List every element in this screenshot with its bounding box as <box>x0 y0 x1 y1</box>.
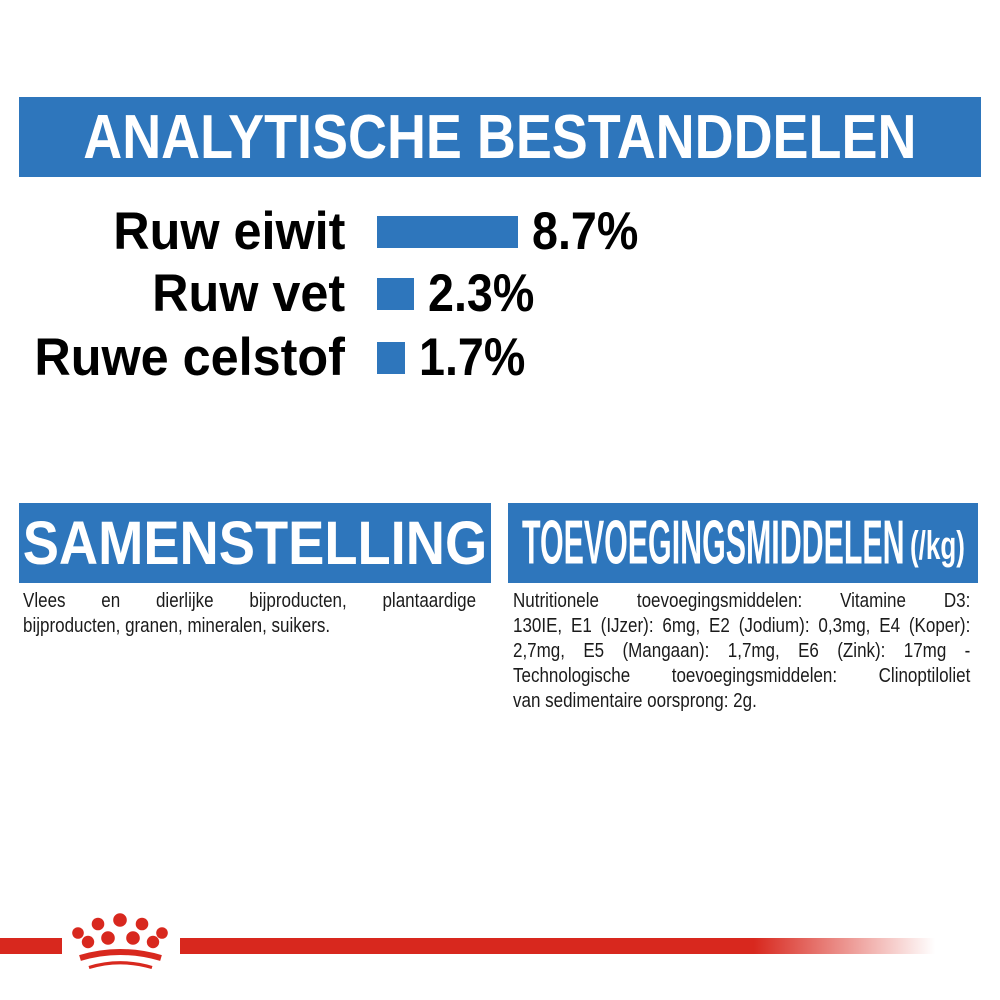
chart-row-label: Ruw vet <box>151 264 345 323</box>
composition-title: SAMENSTELLING <box>22 509 488 577</box>
brand-stripe-right <box>180 938 935 954</box>
chart-bar <box>377 342 405 374</box>
additives-body-line: van sedimentaire oorsprong: 2g. <box>513 690 757 712</box>
additives-body-line: Technologische toevoegingsmiddelen: Clin… <box>513 665 971 687</box>
additives-title: TOEVOEGINGSMIDDELEN <box>522 508 905 578</box>
chart-row: Ruwe celstof 1.7% <box>0 327 1000 389</box>
royal-canin-crown-paw-icon <box>72 913 168 970</box>
chart-bar <box>377 216 518 248</box>
additives-banner: TOEVOEGINGSMIDDELEN (/kg) <box>508 503 978 583</box>
additives-body-line: 2,7mg, E5 (Mangaan): 1,7mg, E6 (Zink): 1… <box>513 640 971 662</box>
composition-body-line: bijproducten, granen, mineralen, suikers… <box>23 615 331 637</box>
brand-stripe-left <box>0 938 62 954</box>
additives-body: Nutritionele toevoegingsmiddelen: Vitami… <box>513 589 970 714</box>
chart-row-value: 2.3% <box>428 264 535 323</box>
additives-body-line: 130IE, E1 (IJzer): 6mg, E2 (Jodium): 0,3… <box>513 615 971 637</box>
additives-body-line: Nutritionele toevoegingsmiddelen: Vitami… <box>513 590 971 612</box>
composition-banner: SAMENSTELLING <box>19 503 491 583</box>
chart-row: Ruw vet 2.3% <box>0 263 1000 325</box>
chart-row-value: 1.7% <box>419 328 526 387</box>
chart-row: Ruw eiwit 8.7% <box>0 201 1000 263</box>
chart-row-label: Ruwe celstof <box>34 328 345 387</box>
composition-body: Vlees en dierlijke bijproducten, plantaa… <box>23 589 476 639</box>
analytical-constituents-title: ANALYTISCHE BESTANDDELEN <box>83 102 917 172</box>
chart-row-label: Ruw eiwit <box>112 202 345 261</box>
additives-title-unit: (/kg) <box>910 524 965 569</box>
chart-bar <box>377 278 414 310</box>
analytical-constituents-banner: ANALYTISCHE BESTANDDELEN <box>19 97 981 177</box>
composition-body-line: Vlees en dierlijke bijproducten, plantaa… <box>23 590 477 612</box>
chart-row-value: 8.7% <box>532 202 639 261</box>
